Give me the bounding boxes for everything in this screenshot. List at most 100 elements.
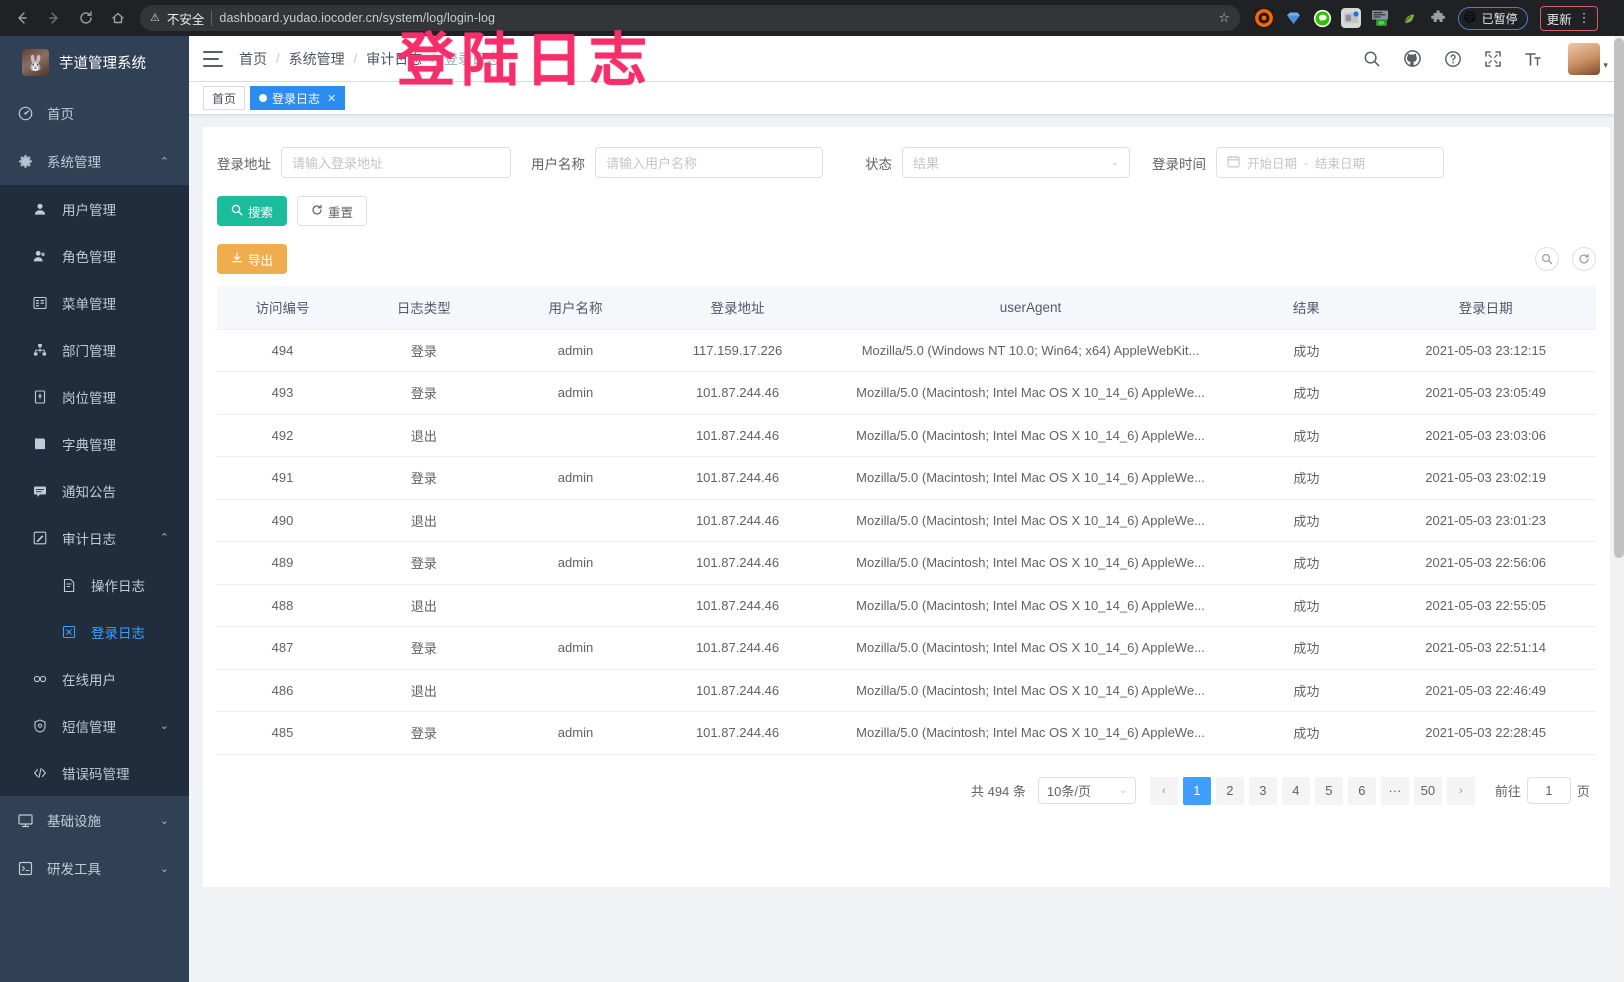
- login-log-table: 访问编号 日志类型 用户名称 登录地址 userAgent 结果 登录日期 49…: [217, 286, 1596, 755]
- chevron-down-icon: ⌄: [159, 720, 169, 732]
- search-button[interactable]: 搜索: [217, 196, 288, 226]
- search-icon[interactable]: [1363, 50, 1381, 68]
- sidebar-item-sms-mgmt[interactable]: 短信管理 ⌄: [0, 702, 189, 749]
- table-row[interactable]: 490 退出 101.87.244.46 Mozilla/5.0 (Macintosh…: [217, 499, 1596, 542]
- cell-result: 成功: [1237, 669, 1376, 712]
- cell-user: admin: [499, 626, 652, 670]
- page-button-5[interactable]: 5: [1314, 776, 1343, 805]
- goto-input[interactable]: 1: [1526, 777, 1571, 804]
- address-bar[interactable]: ⚠ 不安全 dashboard.yudao.iocoder.cn/system/…: [140, 5, 1240, 31]
- sidebar-item-online-user[interactable]: 在线用户: [0, 655, 189, 702]
- cell-type: 登录: [347, 626, 500, 670]
- sidebar-item-error-code[interactable]: 错误码管理: [0, 749, 189, 796]
- page-button-50[interactable]: 50: [1413, 776, 1442, 805]
- forward-arrow-icon[interactable]: [40, 4, 68, 32]
- sidebar-item-user-mgmt[interactable]: 用户管理: [0, 185, 189, 232]
- vertical-scrollbar[interactable]: [1614, 36, 1624, 982]
- status-select[interactable]: 结果 ⌄: [902, 147, 1130, 178]
- page-button-2[interactable]: 2: [1215, 776, 1244, 805]
- table-row[interactable]: 492 退出 101.87.244.46 Mozilla/5.0 (Macintosh…: [217, 414, 1596, 457]
- export-button[interactable]: 导出: [217, 244, 288, 274]
- back-arrow-icon[interactable]: [8, 4, 36, 32]
- fullscreen-icon[interactable]: [1484, 50, 1502, 68]
- update-button[interactable]: 更新 ⋮: [1539, 5, 1598, 31]
- sidebar-item-system[interactable]: 系统管理 ⌃: [0, 137, 189, 185]
- kebab-menu-icon[interactable]: ⋮: [1577, 9, 1591, 25]
- table-row[interactable]: 491 登录 admin 101.87.244.46 Mozilla/5.0 (Maci…: [217, 456, 1596, 500]
- sidebar-item-login-log[interactable]: 登录日志: [0, 608, 189, 655]
- page-button-1[interactable]: 1: [1182, 776, 1211, 805]
- sidebar-item-home[interactable]: 首页: [0, 89, 189, 137]
- username-input[interactable]: 请输入用户名称: [595, 147, 823, 178]
- sidebar-item-role-mgmt[interactable]: 角色管理: [0, 232, 189, 279]
- diamond-extension-icon[interactable]: [1283, 8, 1303, 28]
- list-extension-icon[interactable]: on: [1370, 8, 1390, 28]
- sidebar-item-audit-log[interactable]: 审计日志 ⌃: [0, 514, 189, 561]
- next-page-button[interactable]: ›: [1446, 776, 1475, 805]
- cell-id: 492: [217, 414, 348, 457]
- wechat-extension-icon[interactable]: [1312, 8, 1332, 28]
- bookmark-star-icon[interactable]: ☆: [1218, 10, 1230, 25]
- close-icon[interactable]: ✕: [327, 92, 337, 105]
- page-button-3[interactable]: 3: [1248, 776, 1277, 805]
- hamburger-menu-icon[interactable]: [203, 50, 223, 67]
- prev-page-button[interactable]: ‹: [1149, 776, 1178, 805]
- sidebar-item-department-mgmt[interactable]: 部门管理: [0, 326, 189, 373]
- page-ellipsis[interactable]: ···: [1380, 776, 1409, 805]
- login-address-input[interactable]: 请输入登录地址: [281, 147, 511, 178]
- page-size-label: 10条/页: [1046, 784, 1091, 799]
- status-badge[interactable]: 😄 已暂停: [1458, 6, 1528, 30]
- table-row[interactable]: 486 退出 101.87.244.46 Mozilla/5.0 (Macintosh…: [217, 669, 1596, 712]
- font-size-icon[interactable]: [1524, 50, 1542, 68]
- leaf-extension-icon[interactable]: [1399, 8, 1419, 28]
- url-text: dashboard.yudao.iocoder.cn/system/log/lo…: [219, 11, 496, 25]
- scrollbar-thumb[interactable]: [1614, 38, 1624, 558]
- sidebar-item-menu-mgmt[interactable]: 菜单管理: [0, 279, 189, 326]
- table-head: 访问编号 日志类型 用户名称 登录地址 userAgent 结果 登录日期: [217, 286, 1596, 330]
- orange-ring-extension-icon[interactable]: [1254, 8, 1274, 28]
- sidebar-item-infrastructure[interactable]: 基础设施 ⌄: [0, 796, 189, 844]
- table-row[interactable]: 493 登录 admin 101.87.244.46 Mozilla/5.0 (Maci…: [217, 371, 1596, 415]
- github-icon[interactable]: [1403, 49, 1422, 68]
- cell-result: 成功: [1237, 541, 1376, 585]
- tag-home[interactable]: 首页: [203, 86, 246, 110]
- sidebar-item-operation-log[interactable]: 操作日志: [0, 561, 189, 608]
- search-toggle-icon[interactable]: [1534, 247, 1559, 271]
- sidebar-item-label: 基础设施: [47, 814, 101, 829]
- page-button-6[interactable]: 6: [1347, 776, 1376, 805]
- reset-button[interactable]: 重置: [297, 196, 368, 226]
- cell-ip: 101.87.244.46: [651, 626, 824, 670]
- refresh-icon[interactable]: [1571, 247, 1596, 271]
- table-row[interactable]: 485 登录 admin 101.87.244.46 Mozilla/5.0 (Maci…: [217, 711, 1596, 755]
- reload-icon[interactable]: [72, 4, 100, 32]
- cell-type: 登录: [347, 456, 500, 500]
- chevron-down-icon: ⌄: [1110, 157, 1119, 168]
- input-placeholder: 请输入登录地址: [292, 156, 384, 171]
- app-extension-icon[interactable]: [1341, 8, 1361, 28]
- brand[interactable]: 🐰 芋道管理系统: [0, 36, 189, 89]
- breadcrumb-item[interactable]: 审计日志: [366, 50, 423, 67]
- main-area: 首页 / 系统管理 / 审计日志 / 登录日志: [189, 36, 1624, 982]
- breadcrumb-item[interactable]: 系统管理: [288, 50, 345, 67]
- cell-type: 退出: [347, 584, 500, 627]
- breadcrumb-item[interactable]: 首页: [239, 50, 267, 67]
- tag-login-log[interactable]: 登录日志 ✕: [250, 86, 346, 110]
- user-icon: [33, 202, 57, 216]
- cell-result: 成功: [1237, 414, 1376, 457]
- page-button-4[interactable]: 4: [1281, 776, 1310, 805]
- table-row[interactable]: 488 退出 101.87.244.46 Mozilla/5.0 (Macintosh…: [217, 584, 1596, 627]
- help-circle-icon[interactable]: [1444, 50, 1462, 68]
- table-row[interactable]: 489 登录 admin 101.87.244.46 Mozilla/5.0 (Maci…: [217, 541, 1596, 585]
- table-row[interactable]: 487 登录 admin 101.87.244.46 Mozilla/5.0 (Maci…: [217, 626, 1596, 670]
- sidebar-item-post-mgmt[interactable]: 岗位管理: [0, 373, 189, 420]
- puzzle-extension-icon[interactable]: [1428, 8, 1448, 28]
- table-row[interactable]: 494 登录 admin 117.159.17.226 Mozilla/5.0 (Win…: [217, 329, 1596, 372]
- home-icon[interactable]: [104, 4, 132, 32]
- avatar-menu[interactable]: ▾: [1568, 42, 1608, 75]
- sidebar-item-dictionary-mgmt[interactable]: 字典管理: [0, 420, 189, 467]
- sidebar-item-dev-tools[interactable]: 研发工具 ⌄: [0, 844, 189, 892]
- page-size-select[interactable]: 10条/页 ⌄: [1037, 777, 1136, 804]
- login-time-daterange[interactable]: 开始日期 - 结束日期: [1216, 147, 1444, 178]
- sidebar-item-announcement[interactable]: 通知公告: [0, 467, 189, 514]
- cell-useragent: Mozilla/5.0 (Windows NT 10.0; Win64; x64…: [823, 329, 1238, 372]
